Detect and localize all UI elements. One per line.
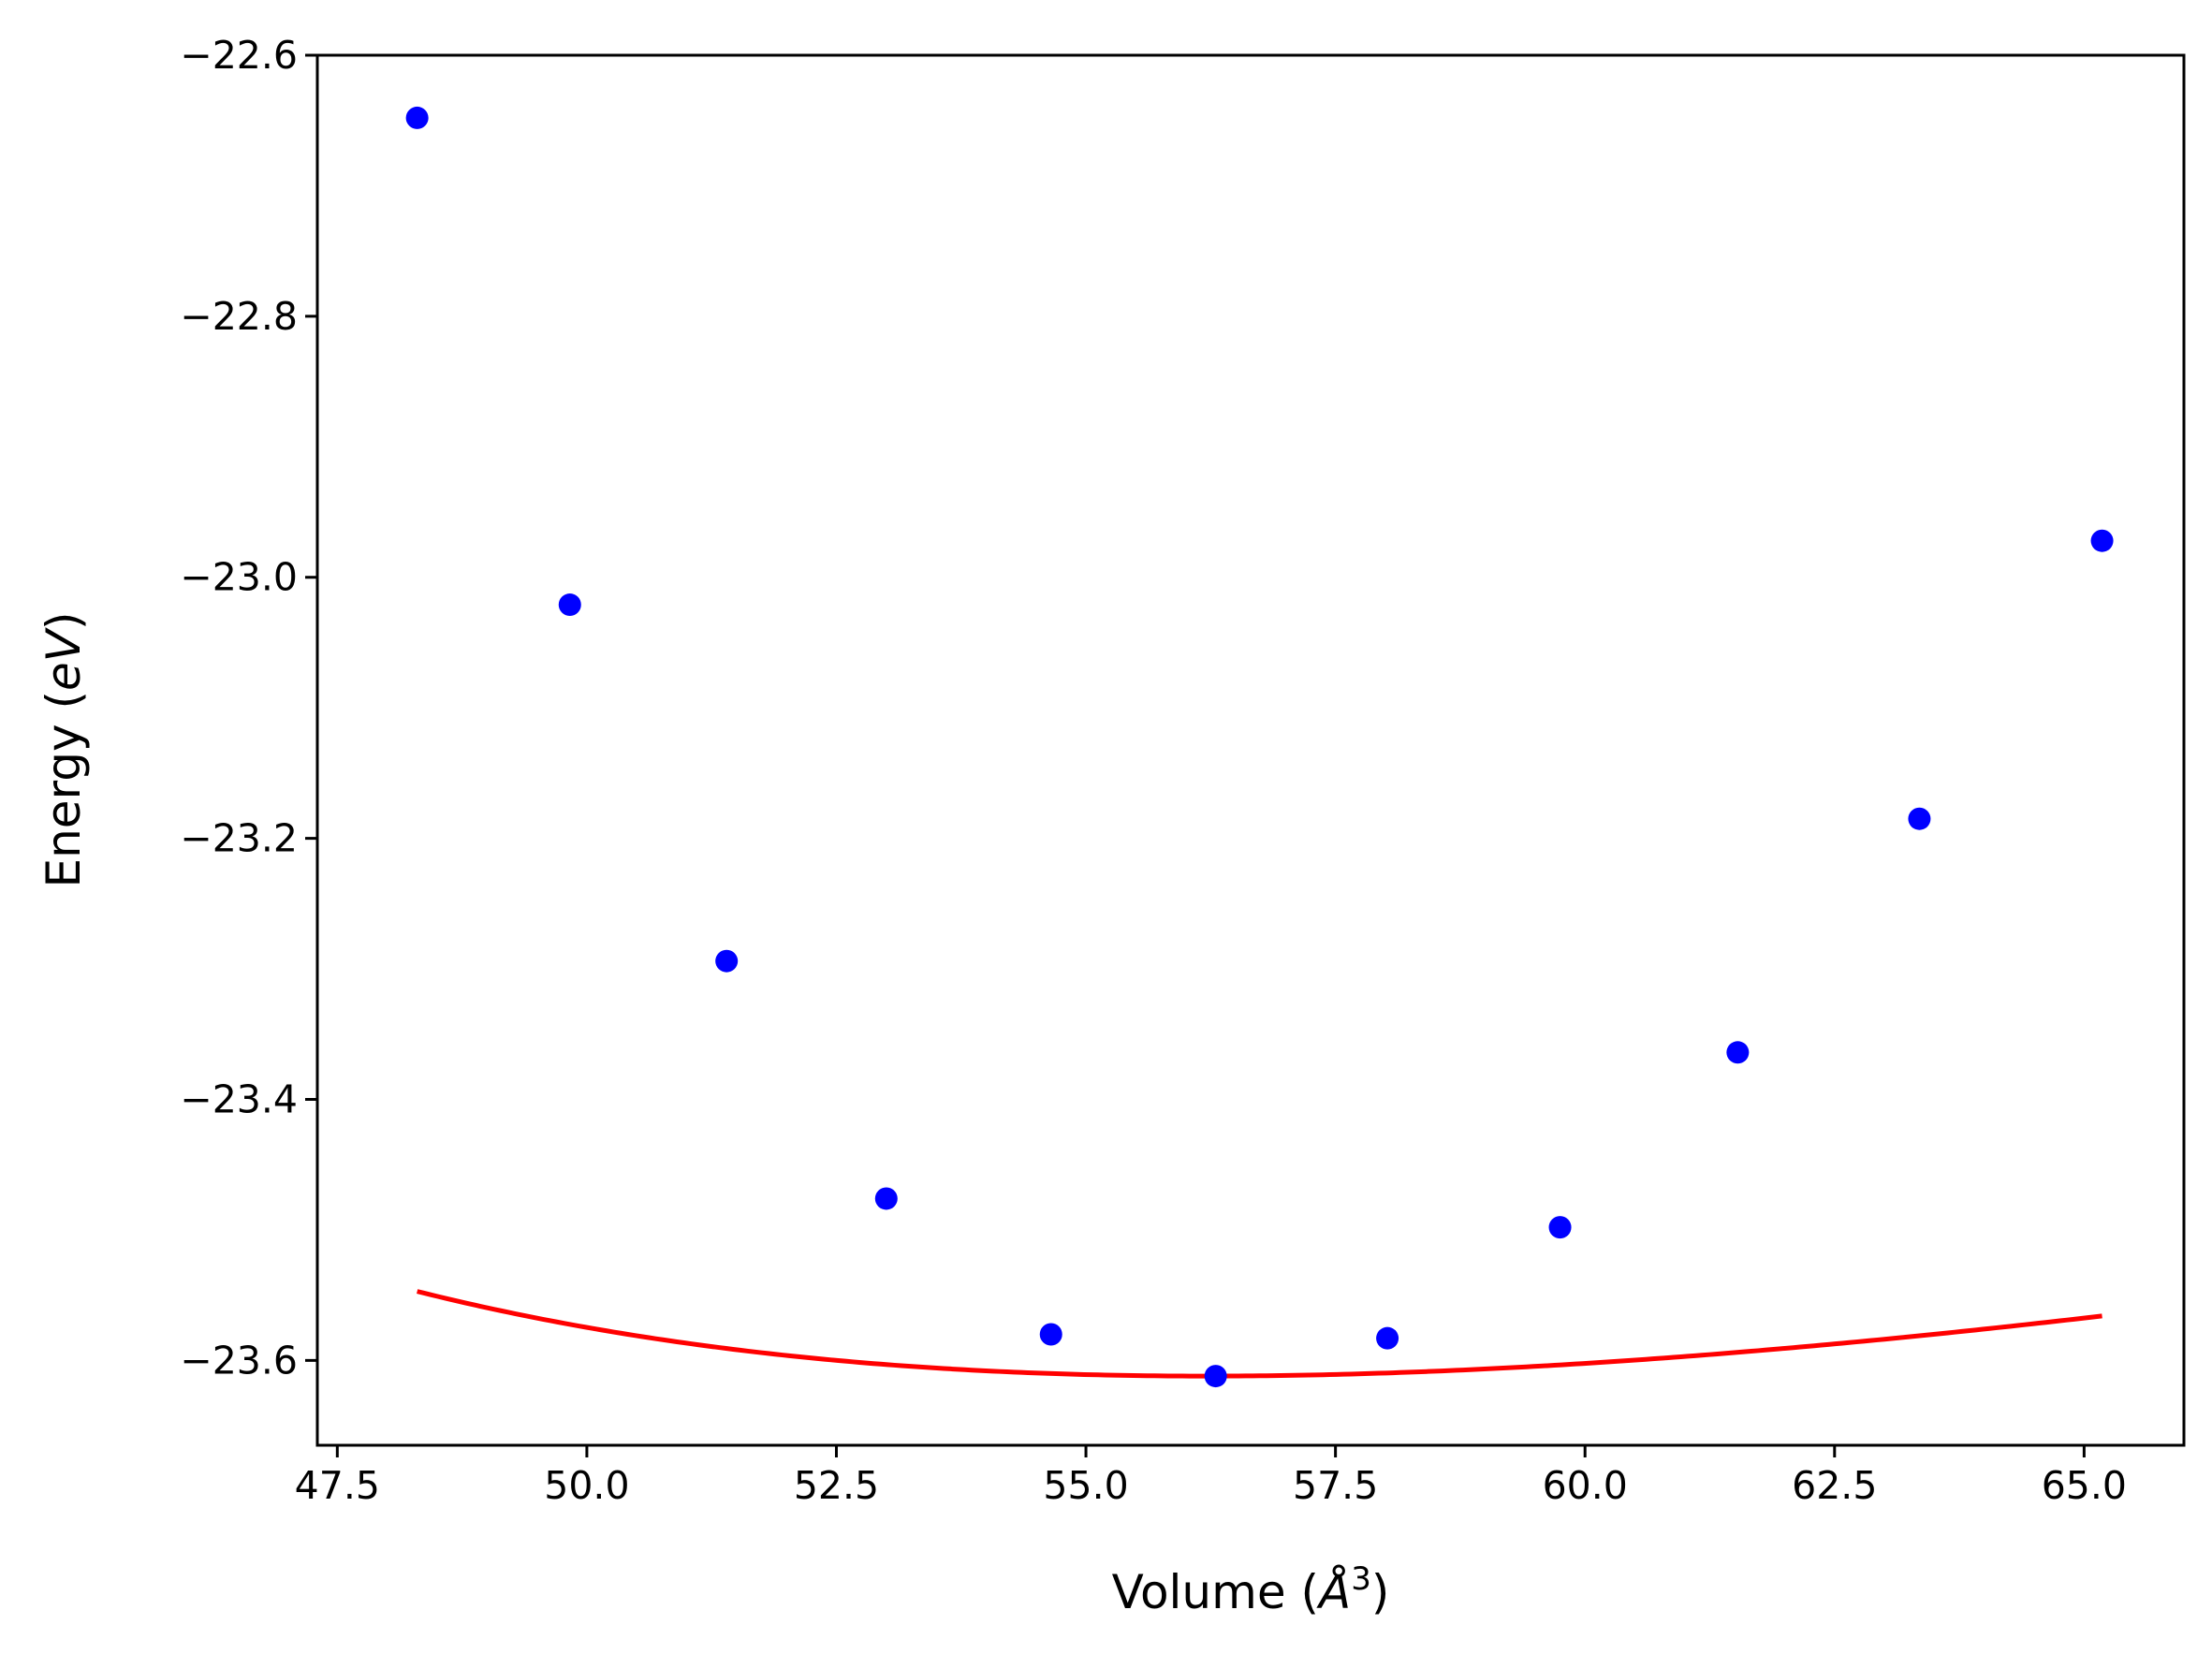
fit-curve-line	[417, 1289, 2102, 1379]
y-axis-ticks: −22.6 −22.8 −23.0 −23.2 −23.4 −23.6	[180, 33, 317, 1383]
y-tick-label: −23.2	[180, 816, 298, 861]
x-tick-label: 52.5	[794, 1463, 879, 1508]
y-axis-label: Energy (eV)	[37, 612, 91, 888]
x-tick-label: 50.0	[544, 1463, 629, 1508]
data-point	[715, 949, 739, 973]
x-tick-label: 57.5	[1293, 1463, 1378, 1508]
data-points-layer	[405, 106, 2114, 1388]
fit-curve-layer	[417, 1289, 2102, 1379]
data-point	[2090, 529, 2114, 552]
data-point	[1204, 1365, 1227, 1388]
data-point	[874, 1187, 898, 1210]
data-point	[1039, 1323, 1062, 1346]
data-point	[1376, 1326, 1399, 1350]
x-axis-label: Volume (Å3)	[1112, 1560, 1390, 1619]
x-axis-ticks: 47.5 50.0 52.5 55.0 57.5 60.0 62.5 65.0	[295, 1445, 2127, 1508]
data-point	[1908, 807, 1931, 830]
data-point	[1726, 1041, 1750, 1064]
data-point	[405, 106, 429, 129]
data-point	[558, 593, 581, 617]
data-point	[1548, 1216, 1572, 1239]
y-tick-label: −23.6	[180, 1338, 298, 1383]
plot-frame	[315, 53, 2186, 1447]
y-tick-label: −23.0	[180, 555, 298, 600]
y-tick-label: −22.6	[180, 33, 298, 78]
y-tick-label: −23.4	[180, 1076, 298, 1121]
x-tick-label: 62.5	[1792, 1463, 1877, 1508]
x-tick-label: 65.0	[2042, 1463, 2127, 1508]
y-tick-label: −22.8	[180, 294, 298, 339]
x-tick-label: 60.0	[1543, 1463, 1628, 1508]
x-tick-label: 55.0	[1043, 1463, 1128, 1508]
x-tick-label: 47.5	[295, 1463, 380, 1508]
